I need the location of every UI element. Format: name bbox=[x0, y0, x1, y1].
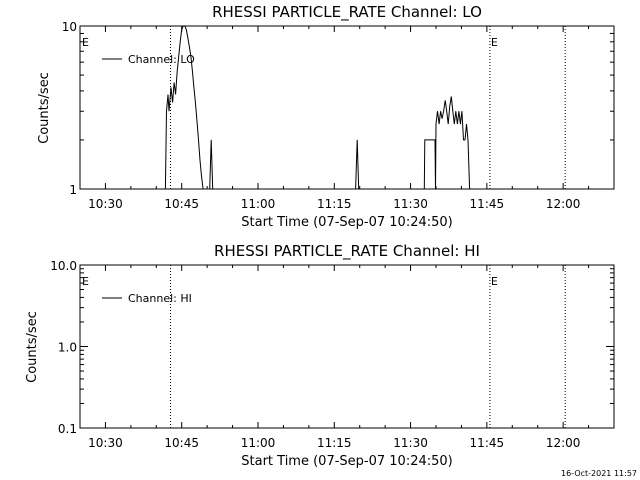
x-tick-label-lo: 11:45 bbox=[470, 197, 505, 211]
legend-label-lo: Channel: LO bbox=[128, 53, 195, 66]
legend-label-hi: Channel: HI bbox=[128, 292, 192, 305]
x-tick-label-lo: 12:00 bbox=[546, 197, 581, 211]
plot-frame-hi bbox=[79, 264, 615, 429]
x-tick-label-lo: 10:30 bbox=[88, 197, 123, 211]
x-tick-label-hi: 11:15 bbox=[317, 436, 352, 450]
plot-frame-lo bbox=[79, 25, 615, 190]
y-tick-label-hi: 0.1 bbox=[58, 422, 77, 436]
x-tick-label-hi: 12:00 bbox=[546, 436, 581, 450]
y-tick-label-hi: 1.0 bbox=[58, 341, 77, 355]
legend-lo: Channel: LO bbox=[102, 53, 195, 66]
x-axis-label-lo: Start Time (07-Sep-07 10:24:50) bbox=[241, 215, 452, 230]
event-marker-label-lo: E bbox=[491, 36, 498, 49]
x-axis-ticks-hi: 10:30 10:45 11:00 11:15 11:30 11:45 12:00 bbox=[79, 265, 615, 450]
event-marker-label-lo: E bbox=[82, 36, 89, 49]
footer-timestamp: 16-Oct-2021 11:57 bbox=[561, 469, 637, 478]
y-tick-label-hi: 10.0 bbox=[50, 259, 77, 273]
y-axis-label-hi: Counts/sec bbox=[25, 311, 40, 383]
y-tick-label-lo: 10 bbox=[62, 20, 77, 34]
x-tick-label-hi: 10:45 bbox=[164, 436, 199, 450]
x-tick-label-hi: 10:30 bbox=[88, 436, 123, 450]
x-tick-label-hi: 11:45 bbox=[470, 436, 505, 450]
y-axis-label-lo: Counts/sec bbox=[37, 72, 52, 144]
chart-title-hi: RHESSI PARTICLE_RATE Channel: HI bbox=[214, 242, 480, 261]
x-axis-label-hi: Start Time (07-Sep-07 10:24:50) bbox=[241, 454, 452, 469]
x-tick-label-lo: 11:15 bbox=[317, 197, 352, 211]
x-tick-label-lo: 11:00 bbox=[241, 197, 276, 211]
x-tick-label-lo: 11:30 bbox=[393, 197, 428, 211]
legend-hi: Channel: HI bbox=[102, 292, 192, 305]
x-tick-label-hi: 11:30 bbox=[393, 436, 428, 450]
chart-title-lo: RHESSI PARTICLE_RATE Channel: LO bbox=[212, 3, 482, 22]
y-axis-ticks-hi: 0.1 1.0 10.0 bbox=[50, 259, 614, 436]
event-marker-label-hi: E bbox=[82, 275, 89, 288]
y-tick-label-lo: 1 bbox=[69, 183, 77, 197]
x-tick-label-lo: 10:45 bbox=[164, 197, 199, 211]
y-axis-ticks-lo: 1 10 bbox=[62, 20, 614, 197]
series-line-channel-lo bbox=[158, 25, 471, 190]
x-tick-label-hi: 11:00 bbox=[241, 436, 276, 450]
event-marker-label-hi: E bbox=[491, 275, 498, 288]
